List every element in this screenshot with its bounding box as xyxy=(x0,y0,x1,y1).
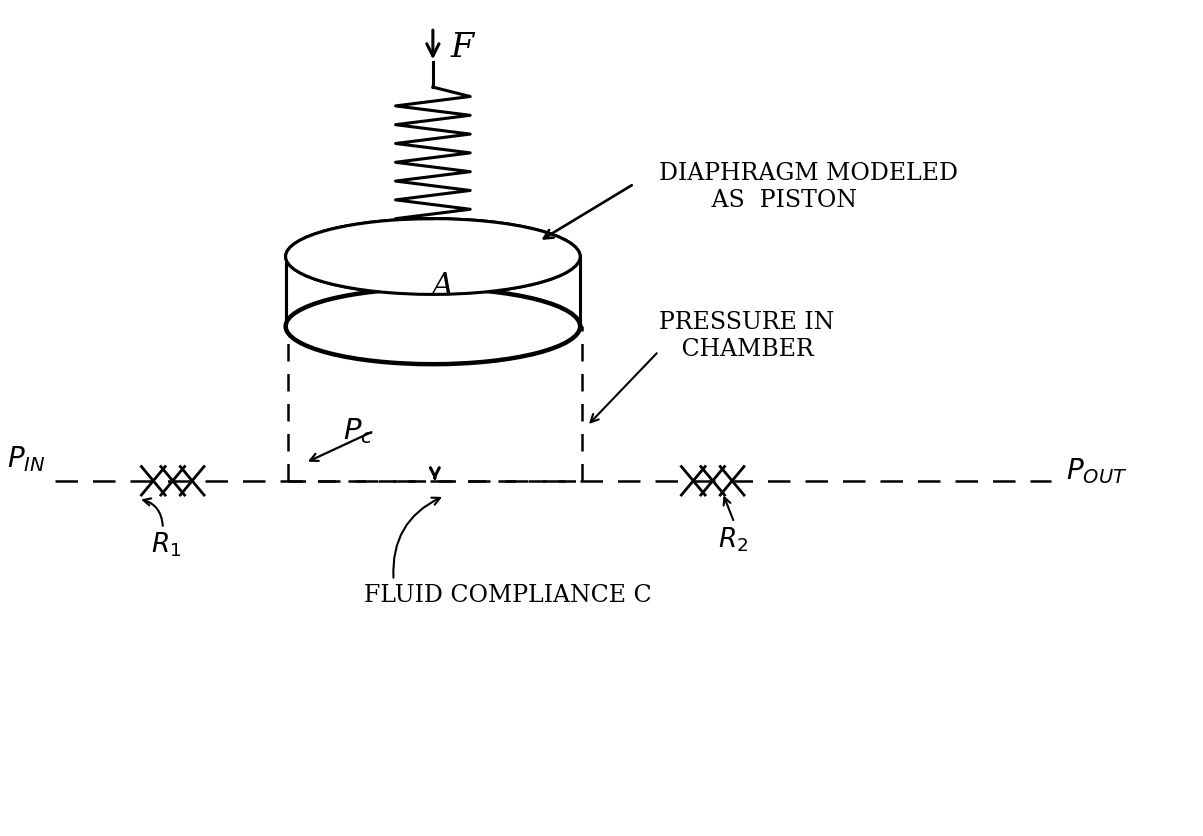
Text: PRESSURE IN
   CHAMBER: PRESSURE IN CHAMBER xyxy=(659,312,834,361)
Text: $R_2$: $R_2$ xyxy=(718,526,748,554)
Text: A: A xyxy=(432,271,454,302)
Text: $P_{OUT}$: $P_{OUT}$ xyxy=(1066,456,1127,486)
Ellipse shape xyxy=(285,219,580,294)
Ellipse shape xyxy=(285,288,580,364)
Ellipse shape xyxy=(285,219,580,294)
Text: DIAPHRAGM MODELED
       AS  PISTON: DIAPHRAGM MODELED AS PISTON xyxy=(659,162,958,212)
Bar xyxy=(285,257,580,326)
Text: $R_1$: $R_1$ xyxy=(152,531,182,559)
Text: $P_c$: $P_c$ xyxy=(344,416,374,446)
Text: F: F xyxy=(451,33,474,64)
Text: FLUID COMPLIANCE C: FLUID COMPLIANCE C xyxy=(365,584,652,607)
Text: $P_{IN}$: $P_{IN}$ xyxy=(6,444,45,474)
